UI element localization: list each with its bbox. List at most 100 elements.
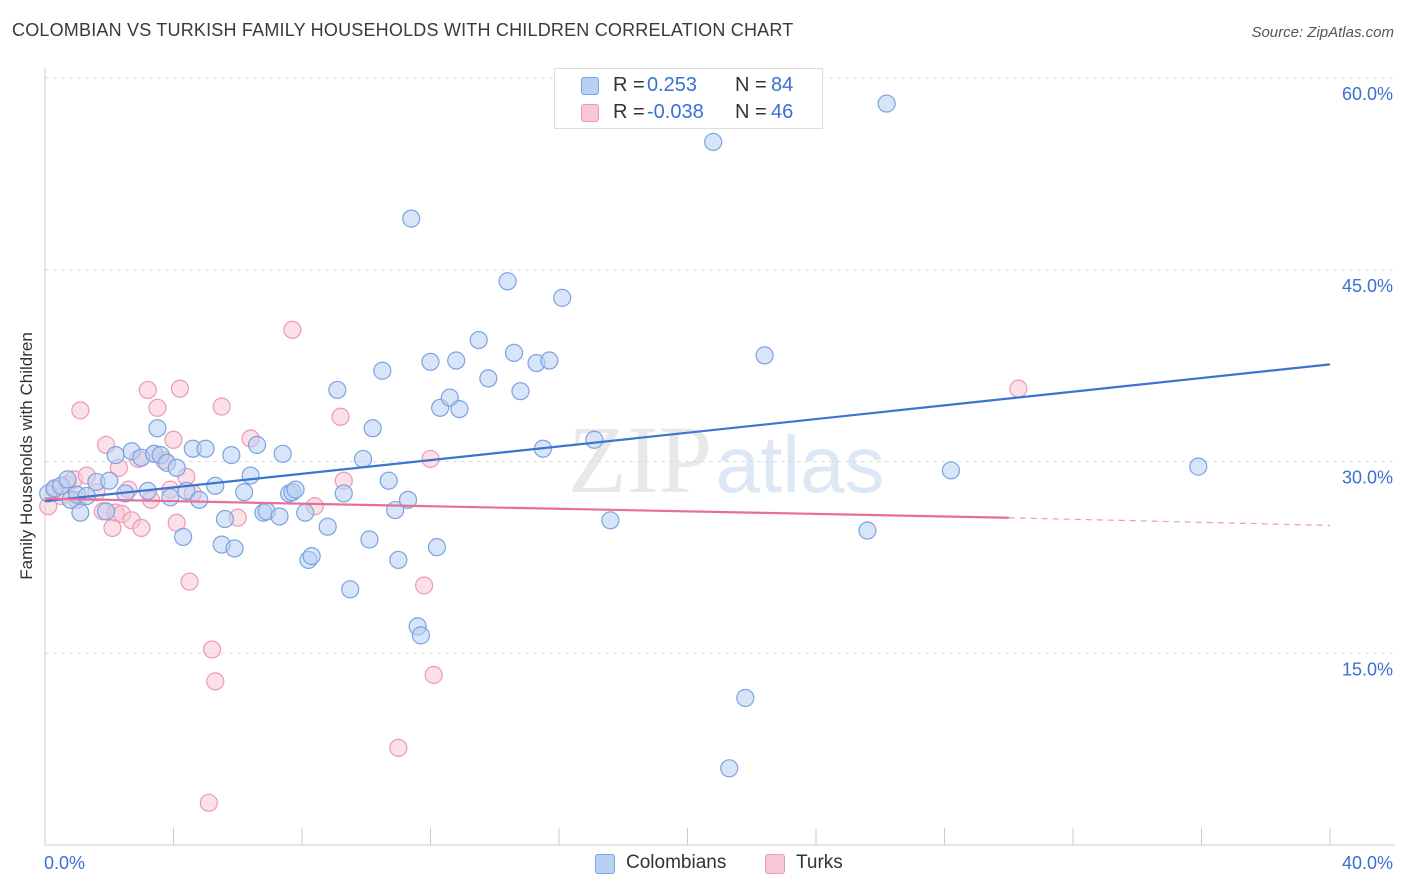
- colombians-trend-line: [44, 363, 1331, 503]
- colombians-point: [241, 466, 260, 485]
- colombians-point: [222, 446, 241, 465]
- colombians-point: [225, 539, 244, 558]
- n-label: N =: [735, 74, 767, 96]
- turks-point: [148, 398, 167, 417]
- colombians-point: [363, 419, 382, 438]
- turks-point: [170, 379, 190, 398]
- colombians-point: [402, 209, 421, 228]
- colombians-point: [328, 380, 347, 400]
- colombians-point: [247, 435, 267, 454]
- y-tick-label: 60.0%: [1342, 84, 1393, 104]
- turks-point: [283, 320, 302, 339]
- correlation-legend: R = 0.253 N = 84 R = -0.038 N = 46: [554, 68, 823, 129]
- turks-point: [199, 793, 218, 812]
- colombians-point: [215, 509, 234, 529]
- colombians-point: [71, 503, 90, 522]
- colombians-point: [540, 351, 559, 370]
- source-label: Source: ZipAtlas.com: [1251, 24, 1394, 41]
- colombians-point: [877, 94, 896, 113]
- n-value: 46: [771, 101, 794, 123]
- colombians-point: [447, 351, 466, 370]
- y-tick-label: 30.0%: [1342, 468, 1393, 488]
- colombians-point: [353, 449, 373, 469]
- y-tick-label: 15.0%: [1342, 659, 1393, 679]
- colombians-point: [100, 471, 119, 490]
- r-value: 0.253: [647, 74, 698, 96]
- colombians-point: [511, 382, 530, 401]
- x-tick-label-max: 40.0%: [1342, 853, 1393, 873]
- colombians-point: [553, 288, 572, 307]
- x-tick-label-min: 0.0%: [44, 853, 85, 873]
- colombians-point: [411, 626, 430, 645]
- colombians-point: [341, 580, 360, 599]
- n-label: N =: [735, 101, 767, 123]
- turks-point: [71, 401, 90, 420]
- turks-point: [424, 665, 443, 685]
- chart-title: COLOMBIAN VS TURKISH FAMILY HOUSEHOLDS W…: [12, 20, 794, 40]
- watermark-light: atlas: [716, 420, 885, 509]
- colombians-point: [601, 511, 620, 530]
- turks-point: [164, 430, 183, 449]
- colombians-point: [1189, 457, 1208, 476]
- turks-point: [132, 518, 151, 538]
- colombians-point: [270, 507, 289, 526]
- colombians-point: [106, 446, 125, 465]
- colombians-point: [379, 471, 398, 490]
- colombians-point: [167, 458, 186, 477]
- turks-point: [212, 397, 231, 416]
- colombians-point: [427, 538, 447, 557]
- colombians-point: [736, 688, 755, 708]
- colombians-point: [858, 521, 877, 540]
- colombians-point: [196, 439, 215, 458]
- turks-point: [206, 672, 225, 691]
- colombians-point: [235, 483, 254, 502]
- colombians-point: [389, 550, 408, 570]
- turks-point: [1009, 379, 1028, 398]
- colombians-point: [504, 343, 524, 362]
- colombians-point: [421, 352, 440, 371]
- colombians-point: [720, 759, 739, 778]
- turks-point: [180, 572, 199, 591]
- colombians-point: [206, 476, 225, 495]
- colombians-point: [174, 527, 193, 547]
- turks-trend-line: [44, 497, 1009, 519]
- turks-swatch-icon: [581, 104, 599, 122]
- colombians-point: [273, 444, 292, 463]
- colombians-point: [360, 530, 379, 549]
- colombians-point: [941, 461, 961, 480]
- turks-point: [202, 640, 222, 659]
- turks-point: [389, 738, 408, 757]
- y-tick-label: 45.0%: [1342, 276, 1393, 296]
- colombians-point: [498, 272, 517, 291]
- r-label: R =: [613, 74, 645, 96]
- colombians-point: [373, 361, 392, 380]
- colombians-point: [479, 369, 498, 388]
- colombians-point: [585, 430, 604, 449]
- colombians-point: [318, 517, 337, 536]
- colombians-point: [190, 490, 209, 509]
- colombians-point: [148, 419, 167, 438]
- colombians-point: [398, 490, 418, 509]
- turks-trend-extension: [1008, 517, 1331, 527]
- colombians-point: [286, 480, 305, 499]
- colombians-point: [469, 330, 488, 350]
- colombians-point: [704, 132, 723, 152]
- colombians-swatch-icon: [581, 77, 599, 95]
- colombians-point: [755, 346, 774, 365]
- colombians-point: [296, 503, 315, 522]
- colombians-point: [161, 488, 180, 507]
- legend-label: Colombians: [626, 852, 727, 873]
- colombians-legend-icon: [595, 854, 615, 874]
- turks-point: [331, 407, 350, 426]
- colombians-point: [58, 470, 77, 489]
- legend-label: Turks: [796, 852, 843, 873]
- colombians-point: [96, 502, 116, 521]
- watermark-bold: ZIP: [568, 406, 712, 513]
- r-label: R =: [613, 101, 645, 123]
- colombians-point: [450, 399, 469, 419]
- turks-point: [414, 576, 434, 595]
- colombians-point: [334, 484, 353, 503]
- turks-point: [138, 380, 157, 400]
- r-value: -0.038: [647, 101, 704, 123]
